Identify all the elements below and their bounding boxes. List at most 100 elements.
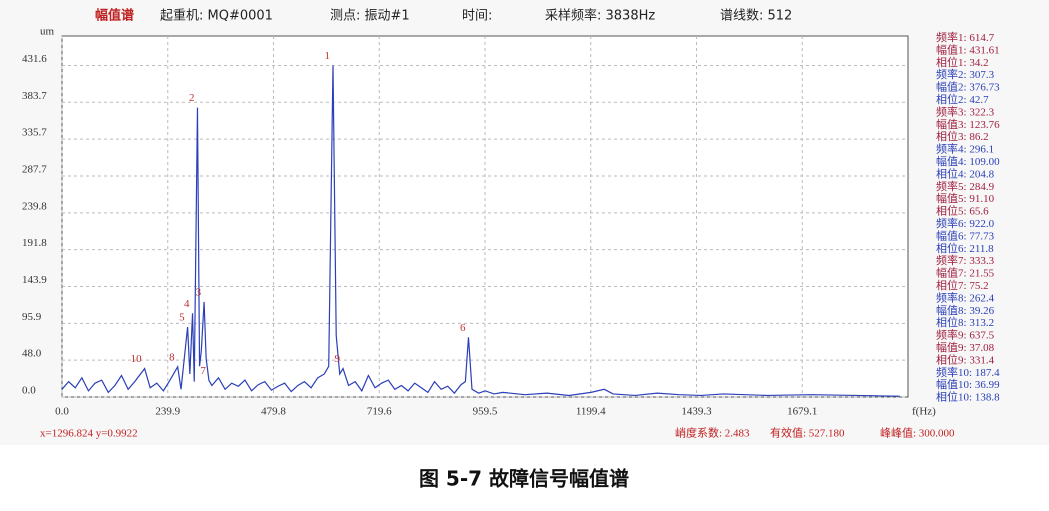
peak-readout: 频率9: 637.5 [936,327,995,341]
peak-readout: 相位6: 211.8 [936,240,994,254]
readout-name: 相位8: [936,315,969,329]
readout-name: 幅值3: [936,117,969,130]
spectrum-line [61,65,900,397]
peak-readout: 幅值4: 109.00 [936,155,1000,168]
readout-name: 频率10: [936,364,975,378]
readout-name: 相位3: [936,129,969,143]
readout-value: 204.8 [969,168,994,180]
readout-value: 187.4 [975,366,1000,378]
readout-name: 相位7: [936,278,969,292]
x-tick-label: 719.6 [367,406,392,418]
readout-name: 相位1: [936,54,969,68]
peak-readout: 幅值5: 91.10 [936,192,995,205]
y-tick-label: 335.7 [22,127,47,139]
readout-name: 频率6: [936,216,969,230]
readout-value: 376.73 [969,81,1000,93]
x-tick-label: 1679.1 [787,406,817,418]
peak-readout: 频率10: 187.4 [936,364,1000,378]
peak-readout: 幅值9: 37.08 [936,341,995,354]
peak-marker: 5 [179,312,185,324]
peak-readout: 相位3: 86.2 [936,129,989,143]
x-tick-label: 479.8 [261,406,286,418]
peak-readout: 频率7: 333.3 [936,253,995,267]
readout-value: 36.99 [975,379,1000,391]
readout-value: 637.5 [969,329,994,341]
y-tick-label: 143.9 [22,274,47,286]
readout-value: 42.7 [969,94,989,106]
x-tick-label: 1199.4 [576,406,606,418]
peak-marker: 10 [131,353,143,365]
readout-name: 幅值6: [936,229,969,242]
readout-name: 频率2: [936,67,969,81]
readout-name: 幅值8: [936,303,969,316]
peak-readout: 频率2: 307.3 [936,67,995,81]
peak-readout: 频率1: 614.7 [936,30,995,44]
readout-name: 频率1: [936,30,969,44]
readout-value: 86.2 [969,131,988,143]
cursor-readout: x=1296.824 y=0.9922 [40,428,138,440]
readout-value: 37.08 [969,342,994,354]
readout-value: 307.3 [969,69,994,81]
readout-value: 91.10 [969,193,994,205]
readout-name: 相位4: [936,166,969,180]
kurtosis: 峭度系数: 2.483 [675,426,750,440]
peak-readout: 相位1: 34.2 [936,54,989,68]
y-axis-label: um [40,26,55,38]
peak-readout: 频率6: 922.0 [936,216,995,230]
readout-value: 322.3 [969,106,994,118]
readout-name: 频率3: [936,104,969,118]
readout-value: 262.4 [969,292,994,304]
peak-marker: 3 [196,286,202,298]
readout-value: 109.00 [969,156,1000,168]
peak-readout: 相位8: 313.2 [936,315,994,329]
peak-readout: 频率3: 322.3 [936,104,995,118]
readout-value: 333.3 [969,255,994,267]
readout-name: 相位10: [936,389,975,403]
y-tick-label: 48.0 [22,348,42,360]
sampling-rate: 采样频率: 3838Hz [545,8,655,24]
readout-name: 频率9: [936,327,969,341]
peak-readout: 幅值2: 376.73 [936,80,1000,93]
peak-readout: 相位7: 75.2 [936,278,989,292]
line-count: 谱线数: 512 [720,9,792,24]
readout-name: 幅值9: [936,341,969,354]
peak-marker: 2 [189,92,195,104]
peak-readout: 相位2: 42.7 [936,92,989,106]
peak-readout: 相位9: 331.4 [936,352,995,366]
readout-name: 幅值4: [936,155,969,168]
peak-marker: 9 [335,353,341,365]
peak-readout: 频率8: 262.4 [936,290,995,304]
peak-readout: 相位4: 204.8 [936,166,995,180]
peak-readout: 幅值8: 39.26 [936,303,995,316]
rms: 有效值: 527.180 [770,426,845,440]
peak-readout: 相位10: 138.8 [936,389,1000,403]
peak-to-peak: 峰峰值: 300.000 [880,427,955,440]
peak-marker: 4 [184,298,190,310]
readout-value: 331.4 [969,354,994,366]
y-tick-label: 431.6 [22,53,47,65]
readout-name: 频率4: [936,141,969,155]
readout-value: 77.73 [969,230,994,242]
readout-value: 123.76 [969,118,1000,130]
readout-value: 922.0 [969,218,994,230]
peak-readout: 幅值1: 431.61 [936,43,1000,56]
readout-value: 65.6 [969,205,989,217]
readout-name: 相位5: [936,203,969,217]
x-tick-label: 239.9 [155,406,180,418]
readout-value: 614.7 [969,32,994,44]
readout-value: 296.1 [969,143,994,155]
readout-name: 幅值1: [936,43,969,56]
readout-value: 39.26 [969,304,994,316]
readout-name: 频率5: [936,178,969,192]
peak-readout: 幅值10: 36.99 [936,378,1000,391]
readout-value: 431.61 [969,44,999,56]
peak-marker: 1 [324,50,330,62]
readout-name: 相位9: [936,352,969,366]
peak-marker: 6 [460,322,466,334]
machine: 起重机: MQ#0001 [160,8,273,24]
peak-readout: 幅值3: 123.76 [936,117,1000,130]
measure-point: 测点: 振动#1 [330,9,410,24]
x-tick-label: 1439.3 [681,406,712,418]
readout-name: 相位6: [936,240,969,254]
